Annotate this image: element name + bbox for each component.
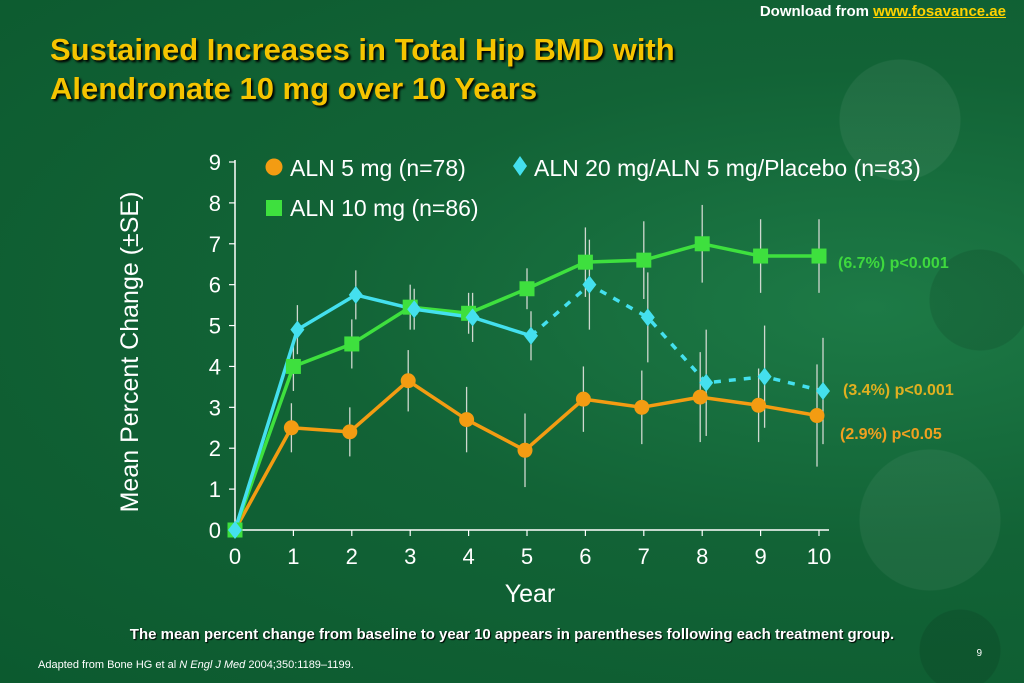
- y-tick-label: 1: [209, 477, 221, 502]
- data-point: [699, 373, 714, 392]
- page-number: 9: [976, 648, 982, 659]
- y-tick-label: 6: [209, 273, 221, 298]
- x-tick-label: 5: [521, 544, 533, 569]
- y-axis-label: Mean Percent Change (±SE): [116, 192, 144, 513]
- data-point: [694, 236, 710, 252]
- end-annotation: (2.9%) p<0.05: [840, 426, 942, 443]
- legend-label: ALN 5 mg (n=78): [290, 155, 466, 181]
- citation-suffix: 2004;350:1189–1199.: [245, 659, 354, 671]
- x-tick-label: 2: [346, 544, 358, 569]
- x-tick-label: 6: [579, 544, 591, 569]
- data-point: [582, 275, 597, 294]
- title-line-2: Alendronate 10 mg over 10 Years: [50, 71, 538, 106]
- data-point: [465, 308, 480, 327]
- footnote: The mean percent change from baseline to…: [129, 626, 895, 643]
- title-line-1: Sustained Increases in Total Hip BMD wit…: [50, 32, 675, 67]
- y-tick-label: 5: [209, 314, 221, 339]
- data-point: [575, 391, 591, 407]
- x-tick-label: 7: [638, 544, 650, 569]
- citation: Adapted from Bone HG et al N Engl J Med …: [38, 659, 354, 671]
- data-point: [348, 285, 363, 304]
- x-tick-label: 0: [229, 544, 241, 569]
- end-annotations: (2.9%) p<0.05 (6.7%) p<0.001 (3.4%) p<0.00…: [838, 255, 954, 443]
- data-point: [524, 326, 538, 345]
- x-tick-label: 3: [404, 544, 416, 569]
- x-tick-label: 4: [462, 544, 474, 569]
- data-point: [636, 252, 652, 268]
- legend-label: ALN 10 mg (n=86): [290, 195, 479, 221]
- data-point: [517, 442, 533, 458]
- legend-marker: [266, 200, 282, 216]
- data-point: [751, 397, 767, 413]
- data-point: [757, 367, 772, 386]
- data-point: [285, 358, 301, 374]
- data-point: [519, 281, 535, 297]
- data-point: [283, 420, 299, 436]
- chart-axes: 0 1 2 3 4 5 6 7 8 9 0 1 2 3 4 5 6 7 8 9 10: [209, 150, 831, 569]
- series-line: [233, 293, 532, 531]
- y-tick-label: 8: [209, 191, 221, 216]
- download-text: Download from: [759, 3, 874, 20]
- data-point: [228, 521, 242, 539]
- end-annotation: (3.4%) p<0.001: [843, 382, 954, 399]
- legend-label: ALN 20 mg/ALN 5 mg/Placebo (n=83): [534, 155, 921, 181]
- slide-title: Sustained Increases in Total Hip BMD wit…: [50, 30, 830, 108]
- series-line-dashed: [529, 282, 824, 393]
- data-point: [344, 336, 360, 352]
- data-point: [816, 381, 830, 400]
- x-tick-label: 9: [754, 544, 766, 569]
- x-tick-label: 10: [807, 544, 831, 569]
- data-point: [577, 254, 593, 270]
- x-tick-label: 8: [696, 544, 708, 569]
- chart-legend: ALN 5 mg (n=78) ALN 20 mg/ALN 5 mg/Placeb…: [265, 155, 921, 221]
- data-point: [692, 389, 708, 405]
- data-point: [753, 248, 769, 264]
- data-point: [809, 408, 825, 424]
- data-point: [634, 399, 650, 415]
- data-point: [640, 308, 655, 327]
- download-banner: Download from www.fosavance.ae: [760, 3, 1006, 20]
- data-point: [459, 412, 475, 428]
- legend-marker: [265, 158, 283, 176]
- y-tick-label: 3: [209, 395, 221, 420]
- end-annotation: (6.7%) p<0.001: [838, 255, 949, 272]
- error-bars: [290, 204, 824, 488]
- citation-journal: N Engl J Med: [179, 659, 246, 671]
- data-point: [400, 373, 416, 389]
- legend-marker: [513, 156, 527, 176]
- y-tick-label: 2: [209, 436, 221, 461]
- data-point: [342, 424, 358, 440]
- y-tick-label: 9: [209, 150, 221, 175]
- y-tick-label: 7: [209, 232, 221, 257]
- data-point: [290, 320, 305, 339]
- data-point: [811, 248, 827, 264]
- data-point: [407, 300, 422, 319]
- x-axis-label: Year: [505, 580, 556, 608]
- y-tick-label: 4: [209, 354, 221, 379]
- x-tick-label: 1: [287, 544, 299, 569]
- y-tick-label: 0: [209, 518, 221, 543]
- citation-prefix: Adapted from Bone HG et al: [38, 659, 180, 671]
- download-link[interactable]: www.fosavance.ae: [873, 3, 1006, 20]
- data-markers: [227, 236, 830, 539]
